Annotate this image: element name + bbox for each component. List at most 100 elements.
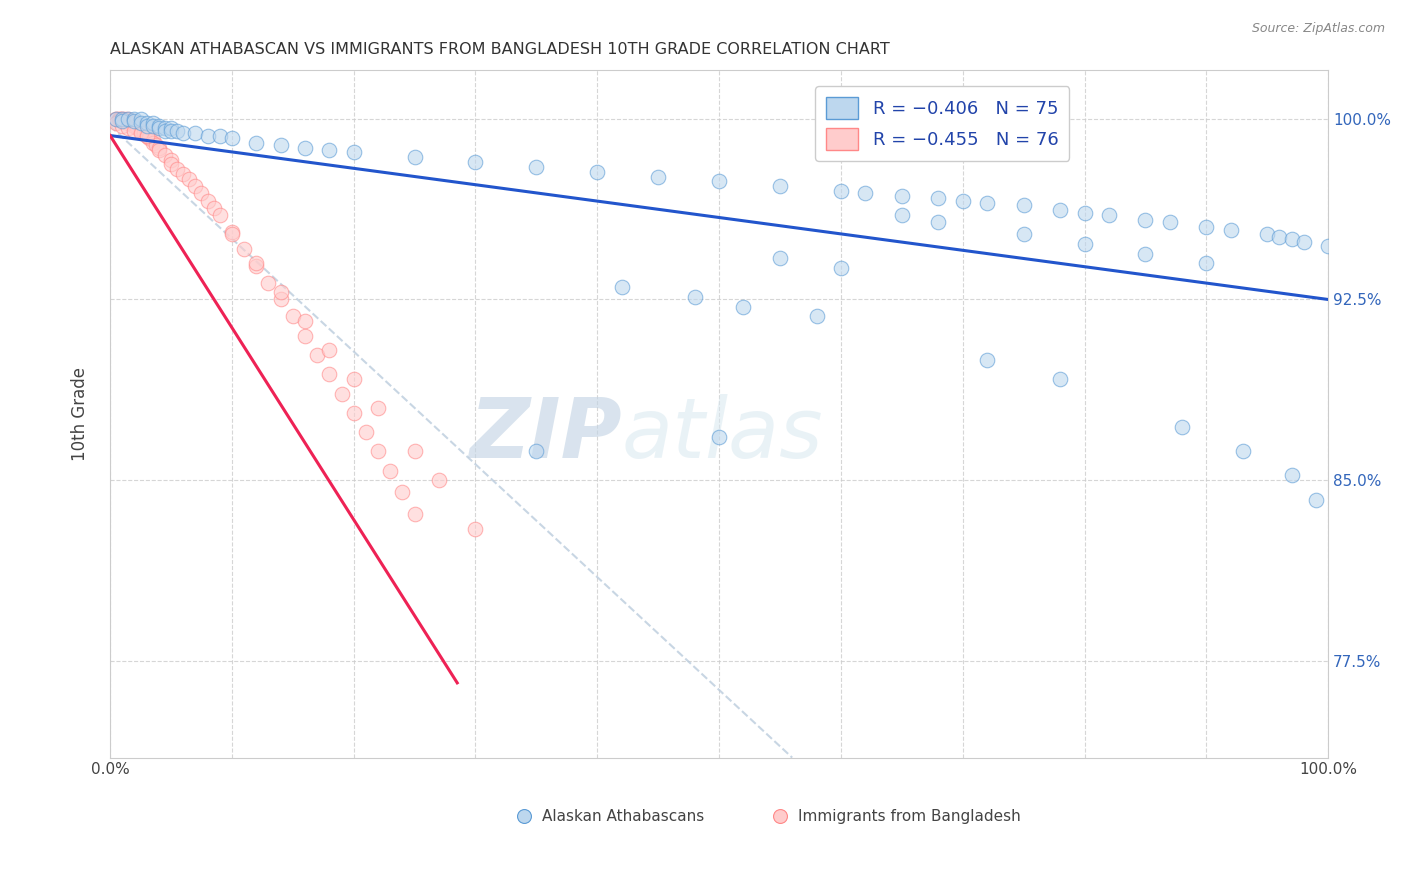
Point — [153, 124, 176, 138]
Point — [117, 121, 139, 136]
Point — [135, 126, 157, 140]
Text: atlas: atlas — [621, 394, 824, 475]
Point — [107, 112, 129, 126]
Point — [125, 121, 148, 136]
Point — [806, 310, 828, 324]
Point — [108, 112, 131, 126]
Point — [135, 128, 157, 143]
Point — [343, 372, 366, 386]
Point — [647, 169, 669, 184]
Point — [221, 131, 243, 145]
Point — [1292, 235, 1315, 249]
Point — [142, 116, 165, 130]
Point — [853, 186, 876, 201]
Point — [160, 124, 183, 138]
Point — [464, 522, 486, 536]
Point — [245, 136, 267, 150]
Point — [1256, 227, 1278, 242]
Point — [1098, 208, 1121, 222]
Point — [245, 256, 267, 270]
Point — [160, 157, 183, 171]
Point — [179, 172, 201, 186]
Point — [129, 124, 152, 138]
Point — [367, 444, 389, 458]
Point — [1012, 198, 1035, 212]
Text: ALASKAN ATHABASCAN VS IMMIGRANTS FROM BANGLADESH 10TH GRADE CORRELATION CHART: ALASKAN ATHABASCAN VS IMMIGRANTS FROM BA… — [110, 42, 890, 57]
Point — [184, 126, 207, 140]
Point — [294, 328, 316, 343]
Point — [1195, 220, 1218, 235]
Point — [1159, 215, 1181, 229]
Point — [1219, 222, 1241, 236]
Point — [270, 285, 292, 300]
Point — [343, 145, 366, 160]
Point — [976, 196, 998, 211]
Point — [610, 280, 633, 294]
Point — [404, 507, 426, 521]
Point — [190, 186, 212, 201]
Point — [197, 194, 219, 208]
Point — [142, 136, 165, 150]
Point — [270, 138, 292, 153]
Point — [1012, 227, 1035, 242]
Point — [1073, 237, 1095, 252]
Text: Source: ZipAtlas.com: Source: ZipAtlas.com — [1251, 22, 1385, 36]
Point — [111, 114, 134, 128]
Point — [166, 124, 188, 138]
Point — [221, 227, 243, 242]
Point — [318, 143, 340, 157]
Point — [318, 368, 340, 382]
Point — [1195, 256, 1218, 270]
Point — [197, 128, 219, 143]
Point — [160, 153, 183, 167]
Point — [148, 121, 170, 136]
Point — [129, 112, 152, 126]
Point — [114, 114, 136, 128]
Point — [952, 194, 974, 208]
Point — [354, 425, 377, 439]
Point — [124, 124, 146, 138]
Point — [586, 164, 609, 178]
Point — [125, 119, 148, 133]
Point — [330, 386, 353, 401]
Point — [121, 116, 143, 130]
Point — [124, 114, 146, 128]
Point — [138, 131, 160, 145]
Point — [830, 261, 852, 276]
Point — [1281, 468, 1303, 483]
Point — [117, 112, 139, 126]
Point — [769, 179, 792, 194]
Point — [129, 116, 152, 130]
Point — [526, 160, 548, 174]
Point — [105, 116, 128, 130]
Point — [233, 242, 256, 256]
Point — [1232, 444, 1254, 458]
Point — [138, 128, 160, 143]
Point — [245, 259, 267, 273]
Point — [172, 167, 194, 181]
Point — [135, 119, 157, 133]
Point — [927, 215, 949, 229]
Point — [129, 121, 152, 136]
Point — [124, 116, 146, 130]
Point — [111, 112, 134, 126]
Point — [172, 126, 194, 140]
Point — [221, 225, 243, 239]
Point — [294, 140, 316, 154]
Point — [111, 112, 134, 126]
Point — [976, 352, 998, 367]
Point — [890, 208, 912, 222]
Point — [142, 119, 165, 133]
Point — [202, 201, 225, 215]
Point — [117, 116, 139, 130]
Point — [1073, 205, 1095, 219]
Point — [1305, 492, 1327, 507]
Point — [769, 252, 792, 266]
Point — [1049, 372, 1071, 386]
Point — [391, 485, 413, 500]
Point — [404, 444, 426, 458]
Point — [124, 116, 146, 130]
Point — [184, 179, 207, 194]
Point — [148, 119, 170, 133]
Point — [124, 112, 146, 126]
